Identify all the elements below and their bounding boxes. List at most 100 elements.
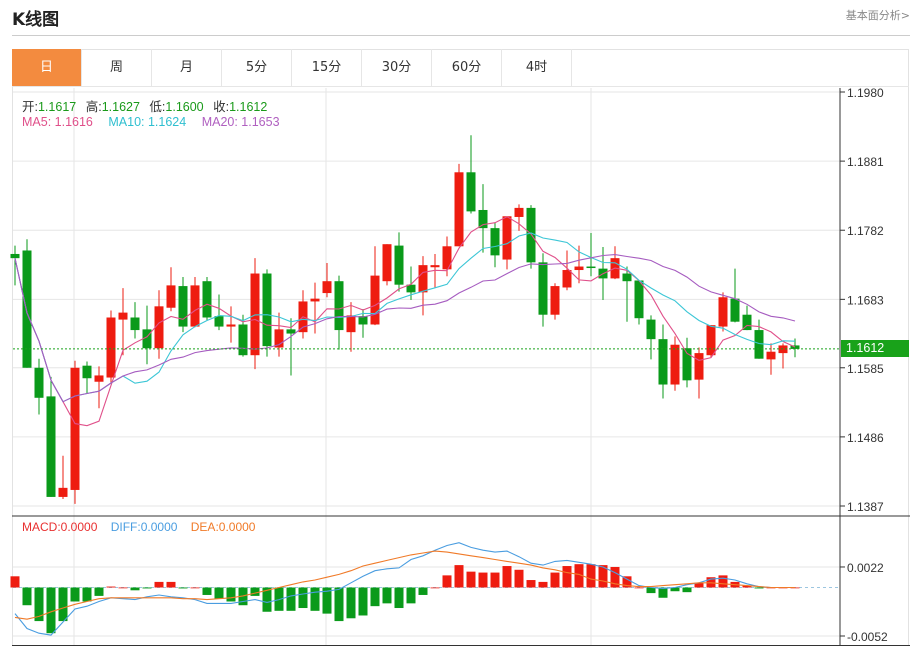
macd-histogram-bar bbox=[46, 587, 56, 634]
candle-body bbox=[166, 285, 176, 308]
fundamental-analysis-link[interactable]: 基本面分析> bbox=[845, 9, 910, 22]
candle bbox=[310, 282, 320, 334]
candle-body bbox=[322, 281, 332, 294]
candle bbox=[562, 250, 572, 291]
period-tabs: 日 周 月 5分 15分 30分 60分 4时 bbox=[12, 49, 909, 87]
macd-histogram-bar bbox=[610, 566, 620, 588]
candle-body bbox=[490, 228, 500, 256]
price-tick-label: 1.1881 bbox=[847, 155, 884, 169]
macd-histogram-bar bbox=[286, 587, 296, 611]
macd-histogram-bar bbox=[490, 572, 500, 588]
candle-body bbox=[154, 306, 164, 349]
macd-histogram-bar bbox=[106, 586, 116, 588]
candle bbox=[706, 325, 716, 358]
candle-body bbox=[214, 316, 224, 327]
tab-month[interactable]: 月 bbox=[152, 49, 222, 86]
tab-4hour[interactable]: 4时 bbox=[502, 49, 572, 86]
ma20-value: MA20: 1.1653 bbox=[201, 115, 280, 129]
candle bbox=[694, 347, 704, 399]
tab-30min[interactable]: 30分 bbox=[362, 49, 432, 86]
candle-body bbox=[10, 253, 20, 259]
candle-body bbox=[370, 275, 380, 325]
tab-60min[interactable]: 60分 bbox=[432, 49, 502, 86]
candle-body bbox=[58, 487, 68, 497]
macd-histogram-bar bbox=[526, 580, 536, 588]
candle bbox=[10, 245, 20, 286]
candle-body bbox=[730, 298, 740, 322]
candle-body bbox=[706, 325, 716, 356]
candle-body bbox=[274, 329, 284, 348]
macd-histogram-bar bbox=[22, 587, 32, 606]
candle bbox=[322, 263, 332, 298]
candle bbox=[514, 204, 524, 231]
price-tick-label: 1.1585 bbox=[847, 362, 884, 376]
candle-body bbox=[430, 265, 440, 268]
price-tick-label: 1.1980 bbox=[847, 86, 884, 100]
candle bbox=[130, 302, 140, 339]
dea-line bbox=[14, 550, 795, 620]
candle bbox=[718, 292, 728, 332]
macd-histogram-bar bbox=[742, 585, 752, 588]
candle bbox=[82, 361, 92, 394]
ma5-line bbox=[14, 216, 796, 427]
ma10-line bbox=[14, 232, 796, 403]
macd-histogram-bar bbox=[502, 566, 512, 588]
macd-histogram-bar bbox=[322, 587, 332, 614]
candle-body bbox=[766, 351, 776, 360]
candle-body bbox=[142, 329, 152, 349]
candle-body bbox=[70, 367, 80, 490]
macd-histogram-bar bbox=[538, 581, 548, 588]
candle bbox=[106, 310, 116, 383]
macd-legend: MACD:0.0000 DIFF:0.0000 DEA:0.0000 bbox=[22, 520, 261, 534]
macd-histogram-bar bbox=[262, 587, 272, 612]
macd-histogram-bar bbox=[82, 587, 92, 602]
macd-histogram-bar bbox=[430, 587, 440, 589]
tab-week[interactable]: 周 bbox=[82, 49, 152, 86]
candle-body bbox=[106, 317, 116, 378]
high-value: 1.1627 bbox=[101, 100, 140, 114]
candle bbox=[490, 222, 500, 268]
ma10-value: MA10: 1.1624 bbox=[108, 115, 187, 129]
candle-body bbox=[466, 172, 476, 212]
low-label: 低: bbox=[149, 100, 166, 114]
macd-histogram-bar bbox=[346, 587, 356, 619]
macd-histogram-bar bbox=[574, 564, 584, 588]
candle-body bbox=[82, 365, 92, 379]
macd-histogram-bar bbox=[70, 587, 80, 602]
candle bbox=[166, 267, 176, 312]
candle bbox=[586, 233, 596, 277]
macd-histogram-bar bbox=[586, 564, 596, 588]
candle-body bbox=[538, 262, 548, 315]
close-label: 收: bbox=[213, 100, 230, 114]
candle bbox=[214, 294, 224, 331]
tab-15min[interactable]: 15分 bbox=[292, 49, 362, 86]
candle-body bbox=[790, 345, 800, 349]
candle-body bbox=[334, 281, 344, 331]
macd-histogram-bar bbox=[562, 566, 572, 588]
macd-value: MACD:0.0000 bbox=[22, 520, 98, 534]
tab-day[interactable]: 日 bbox=[12, 49, 82, 86]
candle-body bbox=[526, 207, 536, 263]
ma-legend: MA5: 1.1616 MA10: 1.1624 MA20: 1.1653 bbox=[22, 115, 286, 129]
macd-histogram-bar bbox=[214, 587, 224, 599]
candle bbox=[178, 277, 188, 333]
macd-histogram-bar bbox=[298, 587, 308, 609]
macd-histogram-bar bbox=[442, 575, 452, 588]
candle bbox=[262, 269, 272, 357]
candle-body bbox=[262, 273, 272, 347]
candle bbox=[634, 280, 644, 325]
macd-histogram-bar bbox=[694, 582, 704, 588]
candle-body bbox=[454, 172, 464, 247]
candle bbox=[538, 253, 548, 327]
tab-5min[interactable]: 5分 bbox=[222, 49, 292, 86]
candle bbox=[70, 360, 80, 504]
price-tick-label: 1.1782 bbox=[847, 224, 884, 238]
candle-body bbox=[586, 266, 596, 269]
macd-histogram-bar bbox=[466, 571, 476, 588]
macd-histogram-bar bbox=[658, 587, 668, 598]
candle-body bbox=[382, 244, 392, 282]
candle bbox=[46, 376, 56, 497]
macd-histogram-bar bbox=[190, 587, 200, 589]
candle bbox=[670, 336, 680, 391]
